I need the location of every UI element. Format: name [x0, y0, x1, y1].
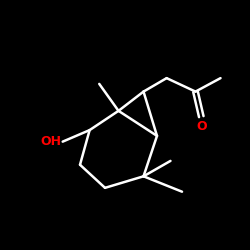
Text: OH: OH — [41, 135, 62, 148]
Text: O: O — [196, 120, 206, 134]
